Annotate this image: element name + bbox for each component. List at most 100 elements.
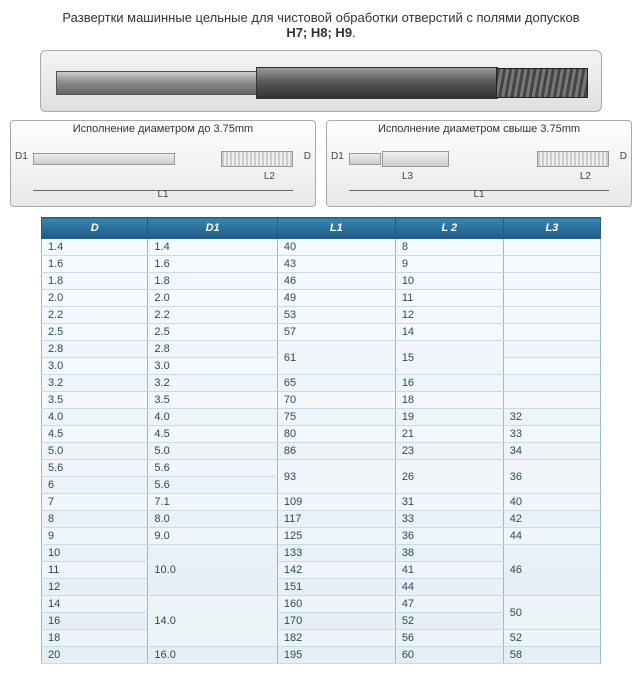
cell-d: 3.0	[42, 358, 148, 375]
diagram-left-cut	[221, 151, 293, 167]
cell-l1: 93	[277, 460, 395, 494]
cell-l2: 12	[395, 307, 503, 324]
cell-l3	[503, 375, 600, 392]
cell-l1: 43	[277, 256, 395, 273]
cell-d: 12	[42, 579, 148, 596]
diagram-left: Исполнение диаметром до 3.75mm D1 D L2 L…	[10, 120, 316, 207]
table-row: 5.65.6932636	[42, 460, 601, 477]
cell-l3	[503, 290, 600, 307]
cell-d1: 3.2	[148, 375, 277, 392]
cell-d: 8	[42, 511, 148, 528]
cell-l1: 49	[277, 290, 395, 307]
title-bold: H7; H8; H9	[286, 25, 352, 40]
cell-d: 1.8	[42, 273, 148, 290]
cell-d1: 2.5	[148, 324, 277, 341]
cell-d: 2.0	[42, 290, 148, 307]
cell-d1: 4.0	[148, 409, 277, 426]
cell-l2: 19	[395, 409, 503, 426]
cell-d1: 2.2	[148, 307, 277, 324]
cell-l1: 125	[277, 528, 395, 545]
cell-l2: 16	[395, 375, 503, 392]
cell-d: 3.5	[42, 392, 148, 409]
cell-d1: 2.0	[148, 290, 277, 307]
table-row: 2.52.55714	[42, 324, 601, 341]
cell-l3: 32	[503, 409, 600, 426]
cell-d: 2.2	[42, 307, 148, 324]
cell-d1: 8.0	[148, 511, 277, 528]
cell-l1: 133	[277, 545, 395, 562]
cell-l3: 40	[503, 494, 600, 511]
table-row: 2.02.04911	[42, 290, 601, 307]
cell-d: 5.6	[42, 460, 148, 477]
tool-shank	[56, 71, 258, 95]
cell-l3	[503, 392, 600, 409]
cell-l1: 160	[277, 596, 395, 613]
col-l1: L1	[277, 218, 395, 239]
diagram-right-label: Исполнение диаметром свыше 3.75mm	[378, 123, 580, 135]
cell-d1: 16.0	[148, 647, 277, 664]
cell-d1: 5.0	[148, 443, 277, 460]
table-row: 1.81.84610	[42, 273, 601, 290]
cell-d1: 5.6	[148, 460, 277, 477]
cell-d1: 9.0	[148, 528, 277, 545]
cell-d1: 4.5	[148, 426, 277, 443]
cell-l2: 23	[395, 443, 503, 460]
table-row: 2016.01956058	[42, 647, 601, 664]
cell-l2: 11	[395, 290, 503, 307]
table-row: 77.11093140	[42, 494, 601, 511]
cell-l3: 36	[503, 460, 600, 494]
cell-d: 20	[42, 647, 148, 664]
dim-d: D	[304, 151, 311, 162]
cell-d: 2.5	[42, 324, 148, 341]
cell-d: 7	[42, 494, 148, 511]
cell-l1: 57	[277, 324, 395, 341]
cell-l3	[503, 324, 600, 341]
dim-l2-r: L2	[580, 171, 591, 182]
table-header-row: D D1 L1 L 2 L3	[42, 218, 601, 239]
cell-l3	[503, 358, 600, 375]
table-row: 88.01173342	[42, 511, 601, 528]
cell-l3	[503, 341, 600, 358]
cell-l1: 195	[277, 647, 395, 664]
cell-d: 9	[42, 528, 148, 545]
cell-d: 10	[42, 545, 148, 562]
diagram-row: Исполнение диаметром до 3.75mm D1 D L2 L…	[10, 120, 632, 207]
cell-l3: 33	[503, 426, 600, 443]
cell-d: 16	[42, 613, 148, 630]
cell-d1: 7.1	[148, 494, 277, 511]
cell-l2: 21	[395, 426, 503, 443]
diagram-left-shank	[33, 153, 175, 165]
diagram-left-label: Исполнение диаметром до 3.75mm	[73, 123, 253, 135]
cell-l3	[503, 239, 600, 256]
table-row: 4.54.5802133	[42, 426, 601, 443]
cell-l2: 38	[395, 545, 503, 562]
cell-l3: 34	[503, 443, 600, 460]
tool-render	[40, 50, 602, 112]
cell-l1: 86	[277, 443, 395, 460]
cell-d1: 1.4	[148, 239, 277, 256]
cell-l2: 36	[395, 528, 503, 545]
cell-d: 11	[42, 562, 148, 579]
cell-l2: 15	[395, 341, 503, 375]
dim-l2: L2	[264, 171, 275, 182]
cell-l2: 10	[395, 273, 503, 290]
cell-d: 1.6	[42, 256, 148, 273]
cell-d1: 5.6	[148, 477, 277, 494]
cell-l1: 70	[277, 392, 395, 409]
cell-d: 5.0	[42, 443, 148, 460]
dim-d-r: D	[620, 151, 627, 162]
cell-l2: 9	[395, 256, 503, 273]
cell-l3	[503, 307, 600, 324]
cell-l1: 40	[277, 239, 395, 256]
cell-d: 1.4	[42, 239, 148, 256]
cell-d1: 1.6	[148, 256, 277, 273]
cell-d: 14	[42, 596, 148, 613]
title-text: Развертки машинные цельные для чистовой …	[62, 10, 579, 25]
cell-l2: 44	[395, 579, 503, 596]
cell-l2: 47	[395, 596, 503, 613]
col-l2: L 2	[395, 218, 503, 239]
cell-l2: 60	[395, 647, 503, 664]
col-d: D	[42, 218, 148, 239]
col-l3: L3	[503, 218, 600, 239]
dim-l1-r: L1	[473, 189, 484, 200]
